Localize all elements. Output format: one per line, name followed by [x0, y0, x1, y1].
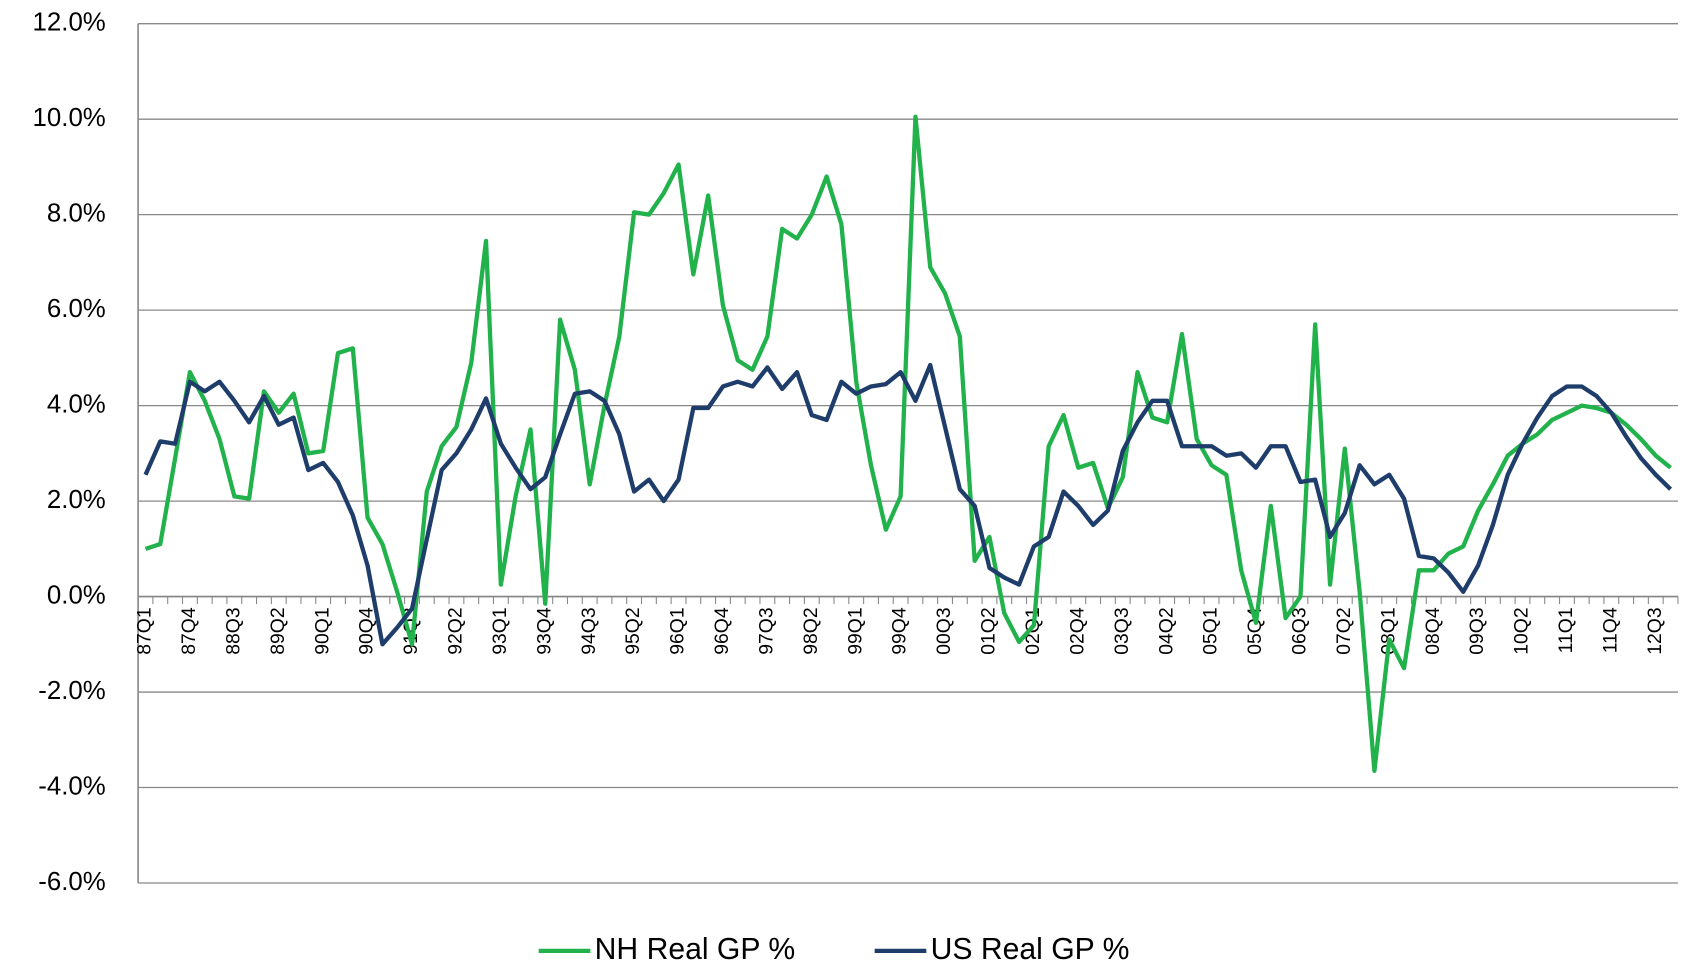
x-tick-label: 87Q4	[178, 607, 200, 655]
y-tick-label: -6.0%	[38, 868, 106, 896]
x-tick-label: 09Q3	[1466, 607, 1488, 654]
y-tick-label: -4.0%	[38, 772, 106, 800]
x-tick-label: 96Q1	[667, 607, 689, 654]
y-tick-label: 12.0%	[33, 9, 106, 37]
y-tick-label: 6.0%	[47, 295, 106, 323]
x-tick-label: 06Q3	[1289, 607, 1311, 654]
x-tick-label: 10Q2	[1511, 607, 1533, 654]
x-tick-label: 02Q1	[1022, 607, 1044, 654]
x-tick-label: 99Q4	[889, 607, 911, 655]
series-line	[143, 362, 1673, 647]
y-tick-label: 2.0%	[47, 486, 106, 514]
x-tick-label: 04Q2	[1155, 607, 1177, 654]
x-tick-label: 96Q4	[711, 607, 733, 655]
x-tick-label: 95Q2	[622, 607, 644, 654]
y-tick-label: -2.0%	[38, 677, 106, 705]
x-tick-label: 93Q4	[533, 607, 555, 655]
x-tick-label: 12Q3	[1644, 607, 1666, 654]
y-tick-label: 4.0%	[47, 390, 106, 418]
x-tick-label: 97Q3	[755, 607, 777, 654]
x-tick-label: 03Q3	[1111, 607, 1133, 654]
x-tick-label: 08Q1	[1377, 607, 1399, 654]
x-tick-label: 07Q2	[1333, 607, 1355, 654]
x-tick-label: 11Q1	[1555, 607, 1577, 653]
x-tick-label: 98Q2	[800, 607, 822, 654]
x-tick-label: 11Q4	[1599, 607, 1621, 653]
series-line	[144, 114, 1672, 773]
x-tick-label: 02Q4	[1066, 607, 1088, 655]
x-tick-label: 94Q3	[578, 607, 600, 654]
legend-label: US Real GP %	[931, 933, 1130, 966]
x-tick-label: 89Q2	[267, 607, 289, 654]
x-tick-label: 90Q1	[311, 607, 333, 654]
legend-label: NH Real GP %	[595, 933, 795, 966]
x-tick-label: 01Q2	[978, 607, 1000, 654]
y-tick-label: 8.0%	[47, 199, 106, 227]
x-tick-label: 00Q3	[933, 607, 955, 654]
y-tick-label: 10.0%	[33, 104, 106, 132]
x-tick-label: 05Q4	[1244, 607, 1266, 655]
x-tick-label: 05Q1	[1200, 607, 1222, 654]
x-tick-label: 08Q4	[1422, 607, 1444, 655]
y-tick-label: 0.0%	[47, 581, 106, 609]
x-tick-label: 92Q2	[445, 607, 467, 654]
x-tick-label: 90Q4	[356, 607, 378, 655]
x-tick-label: 99Q1	[844, 607, 866, 654]
x-tick-label: 88Q3	[222, 607, 244, 654]
x-tick-label: 93Q1	[489, 607, 511, 654]
x-tick-label: 87Q1	[134, 607, 156, 654]
